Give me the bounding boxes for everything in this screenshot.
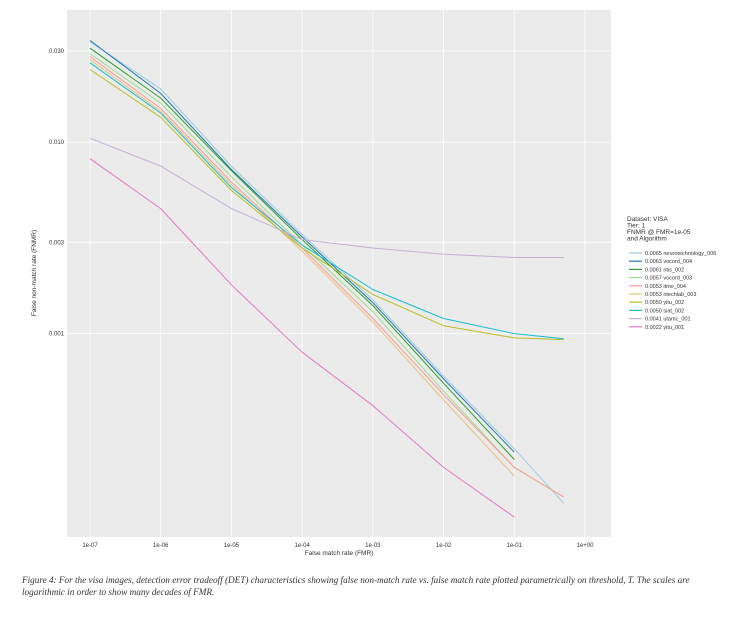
y-tick-label: 0.030 (49, 49, 65, 55)
legend-entry: 0.0053 ntechlab_003 (645, 292, 696, 298)
x-tick-label: 1e-06 (153, 543, 169, 549)
y-tick-label: 0.003 (49, 240, 65, 246)
legend-header-line: FNMR @ FMR=1e-05 (627, 229, 691, 236)
series-line (89, 137, 564, 258)
legend-entry: 0.0053 itmo_004 (645, 284, 686, 290)
legend-header-line: Tier: 1 (627, 223, 646, 230)
y-tick-label: 0.010 (49, 140, 65, 146)
figure-caption: Figure 4: For the visa images, detection… (22, 575, 690, 597)
x-tick-label: 1e+00 (577, 543, 595, 549)
legend-header-line: Dataset: VISA (627, 216, 668, 223)
series-group (89, 40, 565, 518)
y-axis-ticks: 0.001 0.003 0.010 0.030 (49, 49, 65, 338)
legend-entry: 0.0022 yitu_001 (645, 325, 684, 331)
x-axis-title: False match rate (FMR) (305, 550, 374, 557)
x-tick-label: 1e-04 (294, 543, 310, 549)
legend-entry: 0.0057 vocord_003 (645, 276, 692, 282)
legend-entry: 0.0050 yitu_002 (645, 300, 684, 306)
series-line (89, 40, 515, 453)
legend-entry: 0.0065 neurotechnology_006 (645, 251, 716, 257)
grid (67, 10, 611, 537)
legend-entry: 0.0041 utamc_001 (645, 317, 691, 323)
x-tick-label: 1e-07 (82, 543, 98, 549)
legend-entry: 0.0061 ntis_002 (645, 267, 684, 273)
series-line (89, 62, 564, 340)
series-line (89, 56, 564, 498)
y-axis-title: False non-match rate (FNMR) (31, 230, 38, 316)
x-tick-label: 1e-03 (365, 543, 381, 549)
series-line (89, 158, 515, 518)
x-tick-label: 1e-01 (507, 543, 523, 549)
x-tick-label: 1e-02 (436, 543, 452, 549)
legend-entry: 0.0063 vocord_004 (645, 259, 692, 265)
legend-header-line: and Algorithm (627, 236, 667, 243)
series-line (89, 59, 515, 477)
series-line (89, 69, 564, 341)
legend-entry: 0.0050 siat_002 (645, 308, 684, 314)
x-tick-label: 1e-05 (224, 543, 240, 549)
y-tick-label: 0.001 (49, 332, 65, 338)
det-chart: 1e-07 1e-06 1e-05 1e-04 1e-03 1e-02 1e-01 1e+00… (31, 10, 716, 557)
x-axis-ticks: 1e-07 1e-06 1e-05 1e-04 1e-03 1e-02 1e-01 1e+00 (82, 543, 594, 549)
